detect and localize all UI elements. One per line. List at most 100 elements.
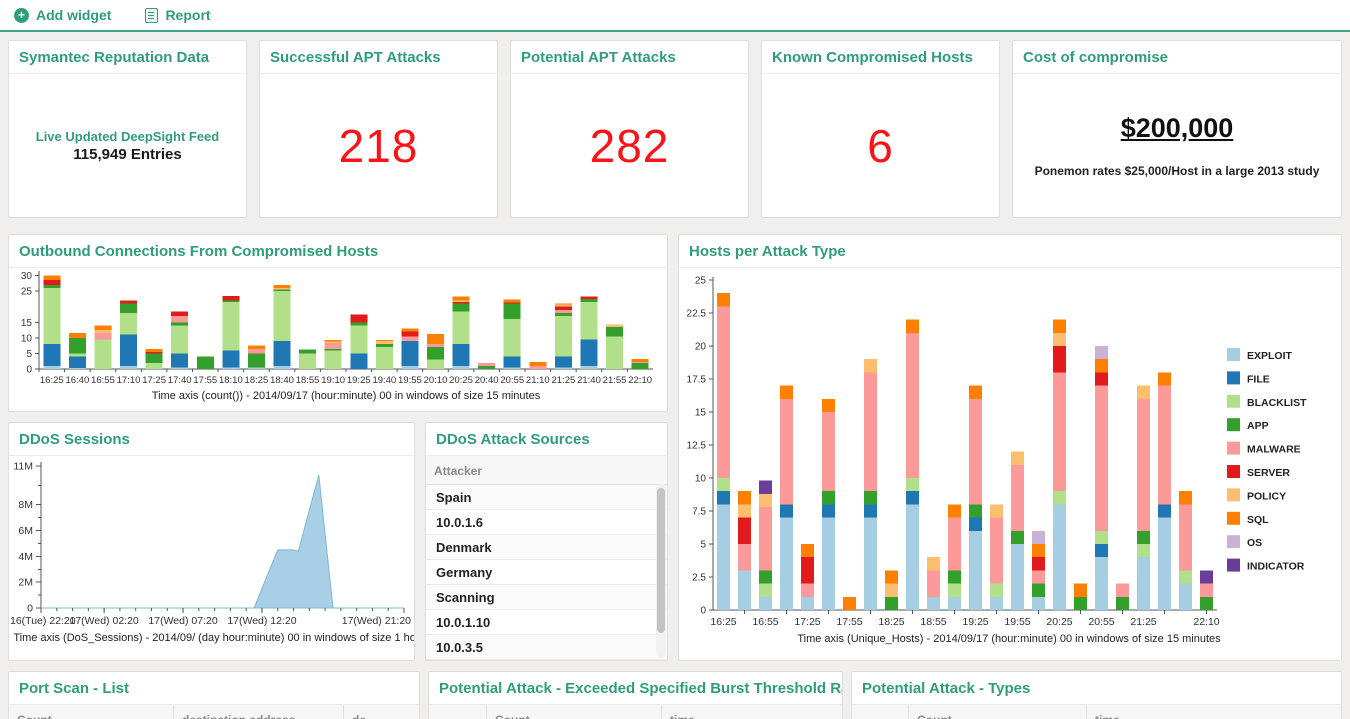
table-row[interactable]: Scanning: [426, 585, 667, 610]
plus-circle-icon: +: [14, 7, 29, 23]
bar-segment-exploit: [68, 368, 86, 369]
bar-segment-blacklist: [948, 583, 961, 597]
bar-segment-app: [948, 570, 961, 584]
bar-segment-file: [68, 356, 86, 369]
bar-segment-file: [350, 353, 368, 369]
widget-body: 282: [511, 74, 748, 217]
bar-segment-policy: [1137, 385, 1150, 399]
cost-value: $200,000: [1120, 113, 1234, 143]
report-button[interactable]: Report: [145, 7, 211, 23]
bar-segment-malware: [717, 306, 730, 478]
column-header[interactable]: [429, 705, 487, 719]
widget-hosts-per-attack-type: Hosts per Attack Type 0 2.5 5 7.5 10 12.5 15 17…: [678, 234, 1342, 661]
bar-segment-sql: [94, 325, 112, 331]
attacker-cell: Scanning: [436, 590, 495, 605]
bar-segment-malware: [554, 309, 572, 313]
widget-title: DDoS Attack Sources: [426, 423, 667, 456]
widget-body: $200,000 Ponemon rates $25,000/Host in a…: [1013, 74, 1341, 217]
column-header[interactable]: time: [1087, 705, 1341, 719]
svg-text:0: 0: [700, 606, 706, 617]
bar-segment-app: [273, 289, 291, 292]
column-header[interactable]: Count: [487, 705, 662, 719]
bar-segment-os: [1095, 346, 1108, 360]
bar-segment-file: [503, 356, 521, 368]
stat-cards-row: Symantec Reputation Data Live Updated De…: [8, 40, 1342, 218]
table-row[interactable]: Germany: [426, 560, 667, 585]
svg-text:20:25: 20:25: [449, 375, 473, 386]
table-row[interactable]: 10.0.1.10: [426, 610, 667, 635]
column-header[interactable]: destination address: [174, 705, 344, 719]
bar-segment-server: [801, 557, 814, 584]
bar-segment-sql: [1032, 544, 1045, 558]
table-row[interactable]: Denmark: [426, 535, 667, 560]
svg-text:22:10: 22:10: [628, 375, 652, 386]
bar-segment-file: [120, 334, 138, 366]
bar-segment-server: [145, 351, 163, 354]
bar-segment-blacklist: [554, 316, 572, 357]
bar-segment-exploit: [222, 367, 240, 369]
svg-text:18:55: 18:55: [920, 616, 946, 628]
bar-segment-blacklist: [299, 353, 317, 369]
bar-segment-sql: [529, 362, 547, 366]
column-header[interactable]: time: [662, 705, 842, 719]
bar-segment-app: [478, 365, 496, 369]
bar-segment-sql: [822, 398, 835, 412]
hosts-chart-svg: 0 2.5 5 7.5 10 12.5 15 17.5 20 22.5 25 16:25 16:55 17…: [687, 276, 1308, 646]
column-header[interactable]: Count: [9, 705, 174, 719]
bar-segment-sql: [1095, 359, 1108, 373]
svg-text:19:40: 19:40: [372, 375, 396, 386]
bar-segment-malware: [94, 333, 112, 340]
svg-text:22:10: 22:10: [1193, 616, 1219, 628]
bar-segment-app: [554, 312, 572, 317]
bar-segment-server: [171, 311, 189, 317]
bar-segment-malware: [247, 348, 265, 354]
svg-text:18:10: 18:10: [219, 375, 243, 386]
bar-segment-app: [222, 300, 240, 303]
column-header[interactable]: [852, 705, 909, 719]
svg-text:EXPLOIT: EXPLOIT: [1247, 350, 1293, 362]
svg-text:18:25: 18:25: [245, 375, 269, 386]
widget-title: Potential Attack - Exceeded Specified Bu…: [429, 672, 842, 705]
scrollbar-thumb[interactable]: [657, 488, 665, 633]
svg-text:25: 25: [21, 287, 33, 298]
bar-segment-malware: [478, 362, 496, 366]
column-header[interactable]: Count: [909, 705, 1087, 719]
bar-segment-blacklist: [94, 339, 112, 369]
bar-segment-malware: [864, 372, 877, 492]
bar-segment-app: [1032, 583, 1045, 597]
bar-segment-exploit: [503, 367, 521, 369]
add-widget-button[interactable]: + Add widget: [14, 7, 111, 23]
bar-segment-app: [350, 322, 368, 326]
widget-ddos-sessions: DDoS Sessions 0 2M 4M 6M 8M 11M 16(Tue) 22:20 1…: [8, 422, 415, 661]
bar-segment-server: [401, 331, 419, 337]
svg-text:15: 15: [21, 318, 33, 329]
bar-segment-sql: [554, 303, 572, 305]
bar-segment-policy: [738, 504, 751, 518]
svg-text:10: 10: [695, 474, 707, 485]
bar-segment-app: [606, 326, 624, 337]
bar-segment-indicator: [1200, 570, 1213, 584]
svg-text:APP: APP: [1247, 420, 1269, 432]
left-bottom-row: DDoS Sessions 0 2M 4M 6M 8M 11M 16(Tue) 22:20 1…: [8, 422, 668, 661]
column-header[interactable]: de: [344, 705, 419, 719]
bar-segment-exploit: [717, 504, 730, 610]
entries-count: 115,949 Entries: [73, 145, 182, 163]
bar-segment-exploit: [1053, 504, 1066, 610]
svg-text:Time axis (DoS_Sessions) - 201: Time axis (DoS_Sessions) - 2014/09/ (day…: [13, 632, 414, 644]
table-row[interactable]: Spain: [426, 485, 667, 510]
bar-segment-sql: [503, 299, 521, 303]
bar-segment-sql: [717, 293, 730, 307]
table-header-row: Countdestination addressde: [9, 705, 419, 719]
bar-segment-exploit: [822, 517, 835, 610]
column-header-attacker[interactable]: Attacker: [434, 464, 483, 478]
table-row[interactable]: 10.0.3.5: [426, 635, 667, 660]
svg-text:17:55: 17:55: [193, 375, 217, 386]
bar-segment-exploit: [864, 517, 877, 610]
table-row[interactable]: 10.0.1.6: [426, 510, 667, 535]
bar-segment-app: [426, 347, 444, 360]
bar-segment-blacklist: [1053, 491, 1066, 505]
svg-text:OS: OS: [1247, 537, 1262, 549]
svg-text:17:10: 17:10: [117, 375, 141, 386]
bar-segment-sql: [247, 345, 265, 349]
cost-caption: Ponemon rates $25,000/Host in a large 20…: [1034, 164, 1320, 178]
